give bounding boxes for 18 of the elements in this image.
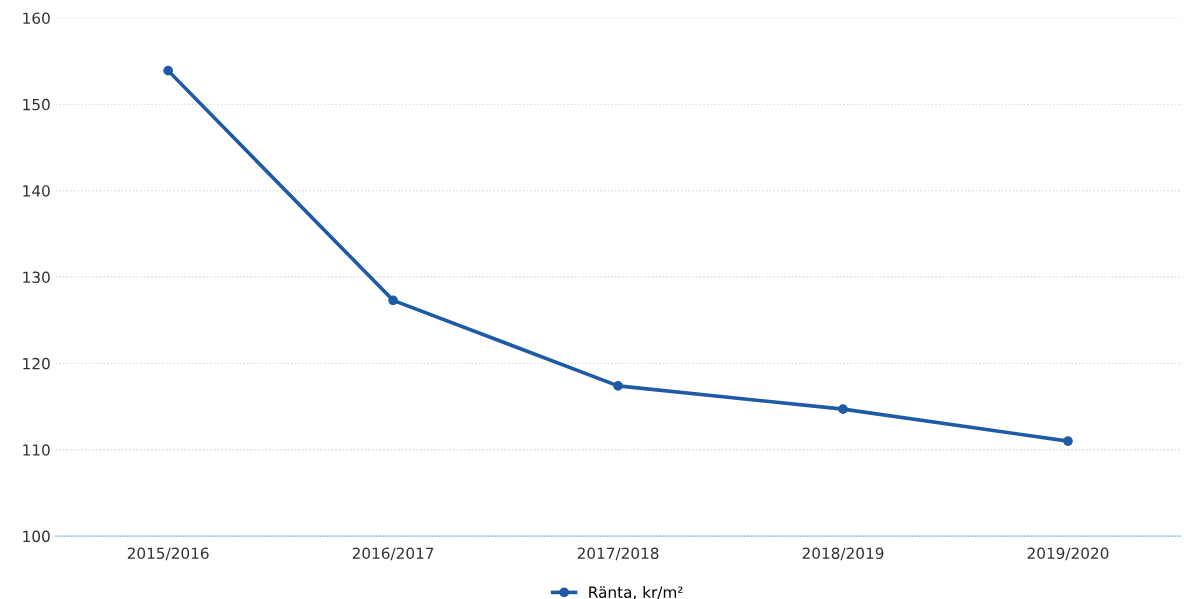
point bbox=[613, 380, 623, 391]
y-tick-label: 150 bbox=[23, 98, 50, 111]
y-tick-label: 120 bbox=[23, 357, 50, 370]
x-tick-label: 2017/2018 bbox=[577, 547, 659, 561]
y-tick-label: 140 bbox=[23, 185, 50, 197]
y-tick-label: 110 bbox=[23, 444, 50, 456]
point bbox=[838, 404, 848, 415]
y-tick-label: 160 bbox=[23, 12, 50, 24]
x-tick-label: 2016/2017 bbox=[352, 547, 434, 561]
x-tick-label: 2019/2020 bbox=[1027, 547, 1109, 561]
legend-label: Ränta, kr/m² bbox=[589, 586, 683, 599]
y-tick-label: 130 bbox=[23, 271, 50, 284]
point bbox=[388, 295, 398, 306]
y-tick-label: 100 bbox=[23, 530, 50, 543]
point bbox=[163, 65, 173, 76]
point bbox=[1063, 436, 1073, 446]
x-tick-label: 2018/2019 bbox=[802, 547, 884, 561]
x-tick-label: 2015/2016 bbox=[127, 547, 209, 561]
